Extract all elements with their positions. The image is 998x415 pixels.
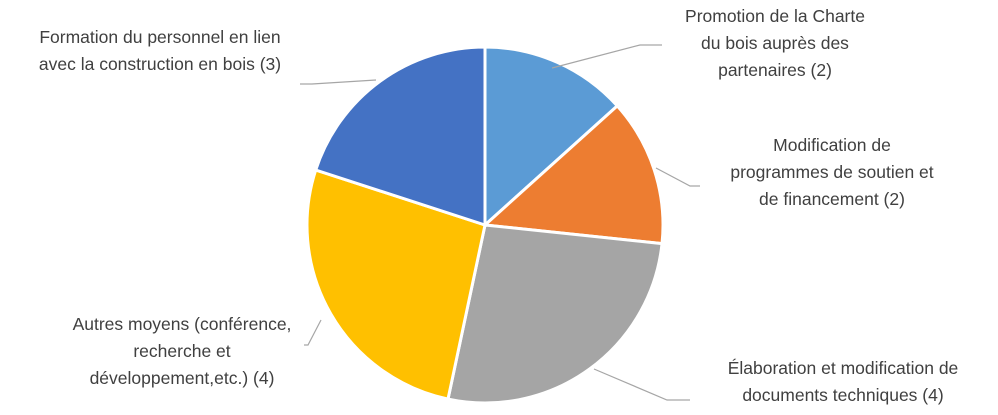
data-label-line: Élaboration et modification de [728, 358, 959, 378]
data-label-line: développement,etc.) (4) [90, 368, 275, 388]
data-label-elaboration-et-modification-de-d: Élaboration et modification de documents … [728, 358, 959, 405]
data-label-line: Modification de [773, 135, 891, 155]
data-label-line: recherche et [133, 341, 230, 361]
leader-line-elaboration-et-modification-de-d [593, 368, 690, 401]
pie-slice-elaboration-et-modification-de-d [446, 223, 664, 405]
data-label-line: documents techniques (4) [742, 385, 943, 405]
leader-line-promotion-de-la-charte-du-bois-a [551, 44, 662, 69]
data-label-line: du bois auprès des [701, 33, 849, 53]
pie-slices [305, 45, 665, 405]
pie-slice-autres-moyens-conference-recherc [305, 168, 487, 401]
data-label-line: Autres moyens (conférence, [73, 314, 292, 334]
pie-slice-formation-du-personnel-en-lien-a [313, 45, 487, 228]
data-label-line: partenaires (2) [718, 60, 832, 80]
data-label-autres-moyens-conference-recherc: Autres moyens (conférence, recherche et dé… [73, 314, 292, 388]
data-label-line: Promotion de la Charte [685, 6, 865, 26]
data-label-modification-de-programmes-de-so: Modification de programmes de soutien et d… [730, 135, 933, 209]
data-label-line: Formation du personnel en lien [39, 27, 280, 47]
pie-slice-promotion-de-la-charte-du-bois-a [483, 45, 620, 229]
data-label-line: de financement (2) [759, 189, 905, 209]
data-label-line: programmes de soutien et [730, 162, 933, 182]
data-label-formation-du-personnel-en-lien-a: Formation du personnel en lien avec la co… [39, 27, 281, 74]
leader-line-autres-moyens-conference-recherc [304, 319, 322, 346]
leader-line-formation-du-personnel-en-lien-a [300, 79, 377, 85]
leader-lines [300, 44, 700, 401]
data-label-line: avec la construction en bois (3) [39, 54, 281, 74]
pie-slice-modification-de-programmes-de-so [481, 103, 665, 246]
data-labels: Promotion de la Charte du bois auprès des… [39, 6, 958, 405]
leader-line-modification-de-programmes-de-so [655, 167, 700, 187]
data-label-promotion-de-la-charte-du-bois-a: Promotion de la Charte du bois auprès des… [685, 6, 865, 80]
